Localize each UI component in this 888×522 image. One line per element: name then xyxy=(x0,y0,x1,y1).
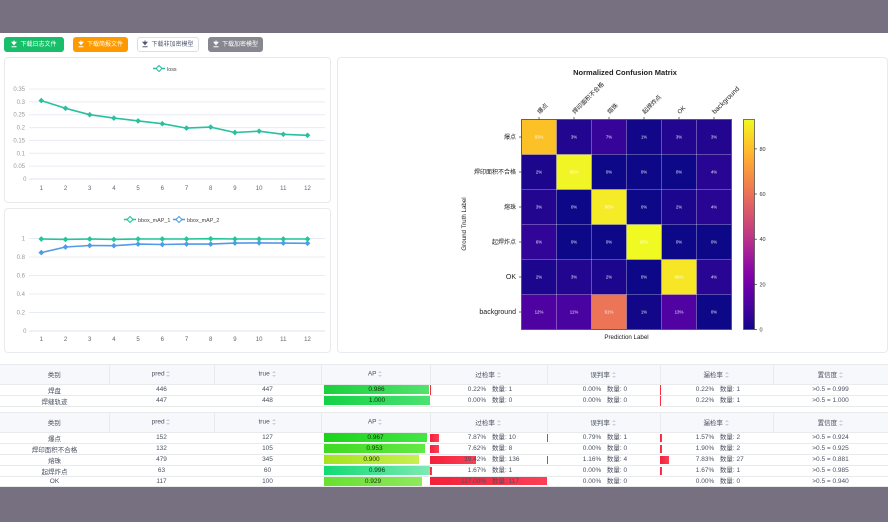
svg-text:爆点: 爆点 xyxy=(504,133,516,141)
svg-text:Normalized Confusion Matrix: Normalized Confusion Matrix xyxy=(573,68,678,77)
svg-text:1: 1 xyxy=(22,237,26,243)
svg-text:0.8: 0.8 xyxy=(17,255,26,261)
svg-text:83%: 83% xyxy=(535,135,544,140)
svg-text:0.4: 0.4 xyxy=(17,292,26,298)
svg-text:3%: 3% xyxy=(571,275,577,280)
svg-text:80: 80 xyxy=(760,147,766,153)
svg-text:5: 5 xyxy=(136,186,140,192)
svg-text:熔珠: 熔珠 xyxy=(605,102,619,116)
svg-text:60: 60 xyxy=(760,192,766,198)
svg-text:0%: 0% xyxy=(641,205,647,210)
svg-text:2: 2 xyxy=(64,186,68,192)
svg-text:Prediction Label: Prediction Label xyxy=(604,334,648,341)
svg-text:0: 0 xyxy=(760,328,763,334)
svg-text:12: 12 xyxy=(304,337,311,343)
svg-text:4%: 4% xyxy=(711,275,717,280)
svg-text:起焊炸点: 起焊炸点 xyxy=(492,238,516,246)
svg-text:0%: 0% xyxy=(641,275,647,280)
svg-text:2: 2 xyxy=(64,337,68,343)
svg-text:0%: 0% xyxy=(606,170,612,175)
svg-text:0.2: 0.2 xyxy=(17,311,26,317)
svg-text:0.6: 0.6 xyxy=(17,274,26,280)
svg-text:7: 7 xyxy=(185,337,189,343)
svg-text:93%: 93% xyxy=(640,240,649,245)
svg-text:爆点: 爆点 xyxy=(535,102,549,116)
svg-text:bbox_mAP_1: bbox_mAP_1 xyxy=(138,218,170,224)
svg-text:61%: 61% xyxy=(605,310,614,315)
svg-text:0.35: 0.35 xyxy=(13,87,25,93)
svg-text:0%: 0% xyxy=(571,240,577,245)
svg-text:0: 0 xyxy=(23,329,27,335)
svg-text:92%: 92% xyxy=(570,170,579,175)
svg-text:4: 4 xyxy=(112,186,116,192)
svg-text:0: 0 xyxy=(23,177,27,183)
svg-text:0%: 0% xyxy=(676,240,682,245)
svg-text:0%: 0% xyxy=(711,310,717,315)
svg-text:0.3: 0.3 xyxy=(17,100,26,106)
svg-text:0.1: 0.1 xyxy=(17,151,26,157)
svg-text:3%: 3% xyxy=(536,205,542,210)
svg-text:10: 10 xyxy=(256,186,263,192)
svg-text:5: 5 xyxy=(136,337,140,343)
svg-text:89%: 89% xyxy=(675,275,684,280)
svg-text:0.2: 0.2 xyxy=(17,126,26,132)
svg-text:6%: 6% xyxy=(536,240,542,245)
svg-text:loss: loss xyxy=(167,67,177,73)
svg-text:7: 7 xyxy=(185,186,189,192)
svg-text:11: 11 xyxy=(280,186,287,192)
svg-text:1: 1 xyxy=(40,337,44,343)
svg-text:4: 4 xyxy=(112,337,116,343)
svg-text:4%: 4% xyxy=(711,205,717,210)
svg-text:3%: 3% xyxy=(711,135,717,140)
svg-text:OK: OK xyxy=(506,274,516,281)
svg-text:3%: 3% xyxy=(676,135,682,140)
svg-text:3%: 3% xyxy=(571,135,577,140)
svg-text:0%: 0% xyxy=(711,240,717,245)
svg-text:0%: 0% xyxy=(641,170,647,175)
svg-text:焊印面积不合格: 焊印面积不合格 xyxy=(474,168,516,176)
svg-text:起焊炸点: 起焊炸点 xyxy=(640,93,663,116)
svg-text:40: 40 xyxy=(760,237,766,243)
svg-text:10: 10 xyxy=(256,337,263,343)
svg-text:1: 1 xyxy=(40,186,44,192)
svg-text:20: 20 xyxy=(760,282,766,288)
svg-text:0.25: 0.25 xyxy=(13,113,25,119)
svg-text:8: 8 xyxy=(209,337,213,343)
svg-text:6: 6 xyxy=(161,186,165,192)
svg-text:7%: 7% xyxy=(606,135,612,140)
svg-text:焊印面积不合格: 焊印面积不合格 xyxy=(570,80,605,115)
svg-text:13%: 13% xyxy=(675,310,684,315)
svg-text:3: 3 xyxy=(88,337,92,343)
svg-text:6: 6 xyxy=(161,337,165,343)
svg-text:3: 3 xyxy=(88,186,92,192)
svg-text:90%: 90% xyxy=(605,205,614,210)
svg-text:0.15: 0.15 xyxy=(13,138,25,144)
svg-text:9: 9 xyxy=(233,186,237,192)
svg-text:12%: 12% xyxy=(535,310,544,315)
svg-text:0%: 0% xyxy=(571,205,577,210)
svg-text:Ground Truth Label: Ground Truth Label xyxy=(461,197,468,250)
svg-text:2%: 2% xyxy=(536,275,542,280)
svg-text:0.05: 0.05 xyxy=(13,164,25,170)
svg-text:8: 8 xyxy=(209,186,213,192)
svg-text:2%: 2% xyxy=(676,205,682,210)
svg-text:熔珠: 熔珠 xyxy=(504,203,516,211)
svg-text:background: background xyxy=(479,309,516,316)
svg-text:1%: 1% xyxy=(641,135,647,140)
svg-text:4%: 4% xyxy=(711,170,717,175)
svg-text:0%: 0% xyxy=(676,170,682,175)
svg-text:2%: 2% xyxy=(606,275,612,280)
svg-text:OK: OK xyxy=(677,105,687,115)
svg-text:9: 9 xyxy=(233,337,237,343)
svg-text:12: 12 xyxy=(304,186,311,192)
svg-text:11: 11 xyxy=(280,337,287,343)
svg-text:background: background xyxy=(711,85,741,115)
svg-text:1%: 1% xyxy=(641,310,647,315)
svg-text:2%: 2% xyxy=(536,170,542,175)
svg-text:0%: 0% xyxy=(606,240,612,245)
svg-text:11%: 11% xyxy=(570,310,579,315)
svg-text:bbox_mAP_2: bbox_mAP_2 xyxy=(187,218,219,224)
